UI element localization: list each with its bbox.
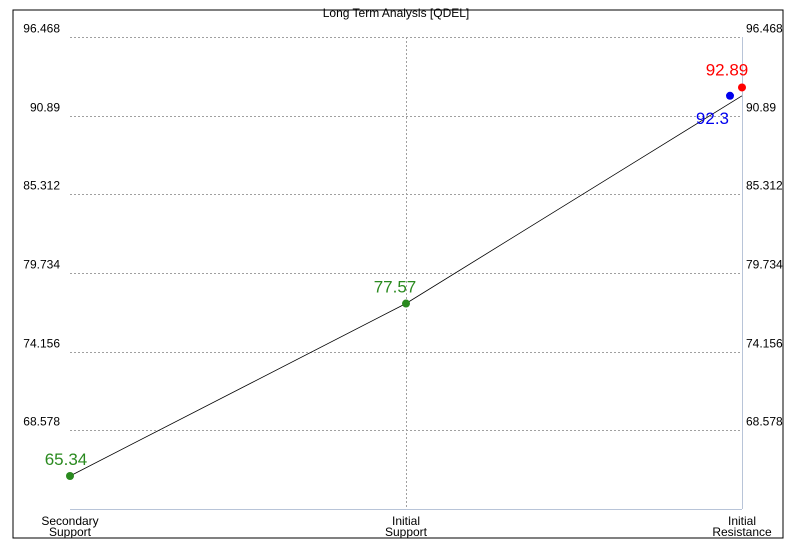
- x-tick-label: Initial Resistance: [712, 514, 772, 539]
- data-label: 92.3: [696, 109, 729, 128]
- data-point: [402, 299, 410, 308]
- y-tick-label-right: 74.156: [746, 337, 783, 351]
- data-labels-layer: 65.34 77.57 92.3 92.89: [45, 60, 749, 469]
- x-tick-label-line: Initial: [728, 514, 756, 528]
- y-tick-label-right: 96.468: [746, 22, 783, 36]
- x-tick-label-line: Support: [385, 525, 428, 539]
- data-point: [66, 471, 74, 480]
- y-tick-label-left: 68.578: [23, 415, 60, 429]
- data-label: 77.57: [374, 278, 417, 297]
- y-tick-label-left: 74.156: [23, 337, 60, 351]
- y-tick-label-right: 68.578: [746, 415, 783, 429]
- y-tick-label-right: 85.312: [746, 179, 783, 193]
- y-tick-label-left: 90.89: [30, 101, 60, 115]
- x-tick-label: Secondary Support: [41, 514, 98, 539]
- x-tick-label-line: Resistance: [712, 525, 772, 539]
- points-layer: [66, 83, 746, 480]
- chart-frame: [12, 9, 784, 539]
- y-tick-label-right: 79.734: [746, 258, 783, 272]
- x-tick-label-line: Secondary: [41, 514, 98, 528]
- y-tick-label-right: 90.89: [746, 101, 776, 115]
- x-tick-label-line: Initial: [392, 514, 420, 528]
- vertical-guides: [70, 37, 743, 510]
- data-label: 92.89: [706, 60, 749, 79]
- y-axis-ticks: 96.468 96.468 90.89 90.89 85.312 85.312 79.734…: [23, 22, 783, 429]
- x-tick-label-line: Support: [49, 525, 92, 539]
- chart-title: Long Term Analysis [QDEL]: [323, 6, 470, 20]
- data-point: [726, 91, 734, 100]
- y-tick-label-left: 79.734: [23, 258, 60, 272]
- x-tick-label: Initial Support: [385, 514, 428, 539]
- y-tick-label-left: 85.312: [23, 179, 60, 193]
- data-point: [738, 83, 746, 92]
- data-label: 65.34: [45, 450, 88, 469]
- y-tick-label-left: 96.468: [23, 22, 60, 36]
